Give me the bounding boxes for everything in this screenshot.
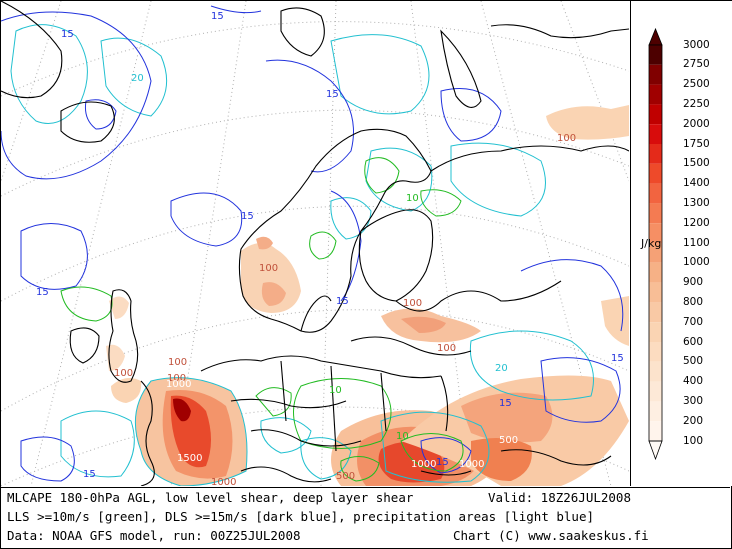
caption-data-source: Data: NOAA GFS model, run: 00Z25JUL2008 xyxy=(7,528,301,543)
label-dls-15: 15 xyxy=(611,353,624,364)
colorbar-tick-label: 700 xyxy=(683,315,704,328)
colorbar-tick-label: 2000 xyxy=(683,117,710,130)
label-cape-100: 100 xyxy=(167,373,186,384)
colorbar-tick-label: 200 xyxy=(683,414,704,427)
caption-legend: LLS >=10m/s [green], DLS >=15m/s [dark b… xyxy=(7,509,594,524)
colorbar-swatch xyxy=(649,322,662,342)
label-cape-500: 500 xyxy=(336,471,355,482)
colorbar-swatch xyxy=(649,282,662,303)
weather-map: 15 15 20 15 15 10 15 15 100 100 100 100 … xyxy=(1,1,629,486)
colorbar-tick-label: 900 xyxy=(683,276,704,289)
colorbar-bottom-arrow xyxy=(648,440,663,461)
colorbar-swatch xyxy=(649,163,662,184)
colorbar-tick-label: 500 xyxy=(683,355,704,368)
colorbar-tick-label: 3000 xyxy=(683,38,710,51)
label-dls-15: 15 xyxy=(61,29,74,40)
colorbar-swatch xyxy=(649,262,662,283)
colorbar-tick-label: 600 xyxy=(683,335,704,348)
label-cape-100: 100 xyxy=(114,368,133,379)
label-dls-15: 15 xyxy=(211,11,224,22)
label-cape-100: 100 xyxy=(259,263,278,274)
colorbar-swatch xyxy=(649,144,662,164)
caption-title: MLCAPE 180-0hPa AGL, low level shear, de… xyxy=(7,490,414,505)
label-dls-15: 15 xyxy=(36,287,49,298)
colorbar-tick-label: 800 xyxy=(683,295,704,308)
colorbar-swatch xyxy=(649,381,662,402)
colorbar-tick-label: 100 xyxy=(683,434,704,447)
label-cape-100: 100 xyxy=(557,133,576,144)
colorbar-panel: 3000 2750 2500 2250 2000 1750 1500 1400 1300 1200… xyxy=(630,1,732,486)
colorbar-swatch xyxy=(649,302,662,323)
colorbar-tick-label: 400 xyxy=(683,375,704,388)
label-lls-10: 10 xyxy=(329,385,342,396)
colorbar-tick-label: 1200 xyxy=(683,216,710,229)
colorbar-swatch xyxy=(649,84,662,105)
cape-shading xyxy=(106,105,629,486)
colorbar-swatch xyxy=(649,401,662,422)
label-cape-1500: 1500 xyxy=(177,453,202,464)
colorbar-unit: J/kg xyxy=(641,237,662,250)
colorbar-top-arrow xyxy=(648,27,663,46)
label-dls-15: 15 xyxy=(83,469,96,480)
dls-contours xyxy=(1,5,624,482)
colorbar-tick-label: 1100 xyxy=(683,236,710,249)
precip-contours xyxy=(10,24,594,486)
lls-contours xyxy=(60,157,464,482)
label-dls-15: 15 xyxy=(241,211,254,222)
colorbar-swatch xyxy=(649,342,662,362)
colorbar xyxy=(648,27,663,461)
label-cape-100: 100 xyxy=(403,298,422,309)
label-cape-100: 100 xyxy=(168,357,187,368)
colorbar-swatch xyxy=(649,64,662,85)
colorbar-swatch xyxy=(649,124,662,144)
map-canvas: 15 15 20 15 15 10 15 15 100 100 100 100 … xyxy=(1,1,629,486)
colorbar-tick-label: 2500 xyxy=(683,78,710,91)
label-dls-15: 15 xyxy=(336,296,349,307)
colorbar-outline xyxy=(648,44,663,442)
label-dls-15: 15 xyxy=(499,398,512,409)
caption-valid: Valid: 18Z26JUL2008 xyxy=(488,490,631,505)
colorbar-tick-label: 300 xyxy=(683,394,704,407)
label-cape-500: 500 xyxy=(499,435,518,446)
label-cape-100: 100 xyxy=(437,343,456,354)
label-lls-10: 10 xyxy=(406,193,419,204)
label-cape-1000: 1000 xyxy=(211,477,236,486)
contour-labels: 15 15 20 15 15 10 15 15 100 100 100 100 … xyxy=(36,11,624,486)
colorbar-swatch xyxy=(649,45,662,65)
colorbar-tick-label: 2250 xyxy=(683,97,710,110)
colorbar-swatch xyxy=(649,203,662,224)
colorbar-tick-label: 1300 xyxy=(683,196,710,209)
label-cape-1000: 1000 xyxy=(411,459,436,470)
colorbar-swatch xyxy=(649,243,662,263)
label-precip-20: 20 xyxy=(495,363,508,374)
label-cape-1000: 1000 xyxy=(166,379,191,390)
colorbar-tick-label: 1500 xyxy=(683,157,710,170)
colorbar-tick-label: 1400 xyxy=(683,177,710,190)
label-lls-10: 10 xyxy=(396,431,409,442)
colorbar-swatch xyxy=(649,104,662,125)
colorbar-tick-label: 1000 xyxy=(683,256,710,269)
colorbar-swatch xyxy=(649,223,662,243)
caption-panel: MLCAPE 180-0hPa AGL, low level shear, de… xyxy=(1,487,730,548)
colorbar-swatch xyxy=(649,361,662,382)
colorbar-swatch xyxy=(649,183,662,204)
label-cape-1000: 1000 xyxy=(459,459,484,470)
colorbar-tick-label: 2750 xyxy=(683,58,710,71)
label-dls-15: 15 xyxy=(436,457,449,468)
coastlines xyxy=(1,1,629,486)
colorbar-swatch xyxy=(649,421,662,441)
colorbar-tick-label: 1750 xyxy=(683,137,710,150)
caption-credit: Chart (C) www.saakeskus.fi xyxy=(453,528,649,543)
label-dls-15: 15 xyxy=(326,89,339,100)
label-precip-20: 20 xyxy=(131,73,144,84)
